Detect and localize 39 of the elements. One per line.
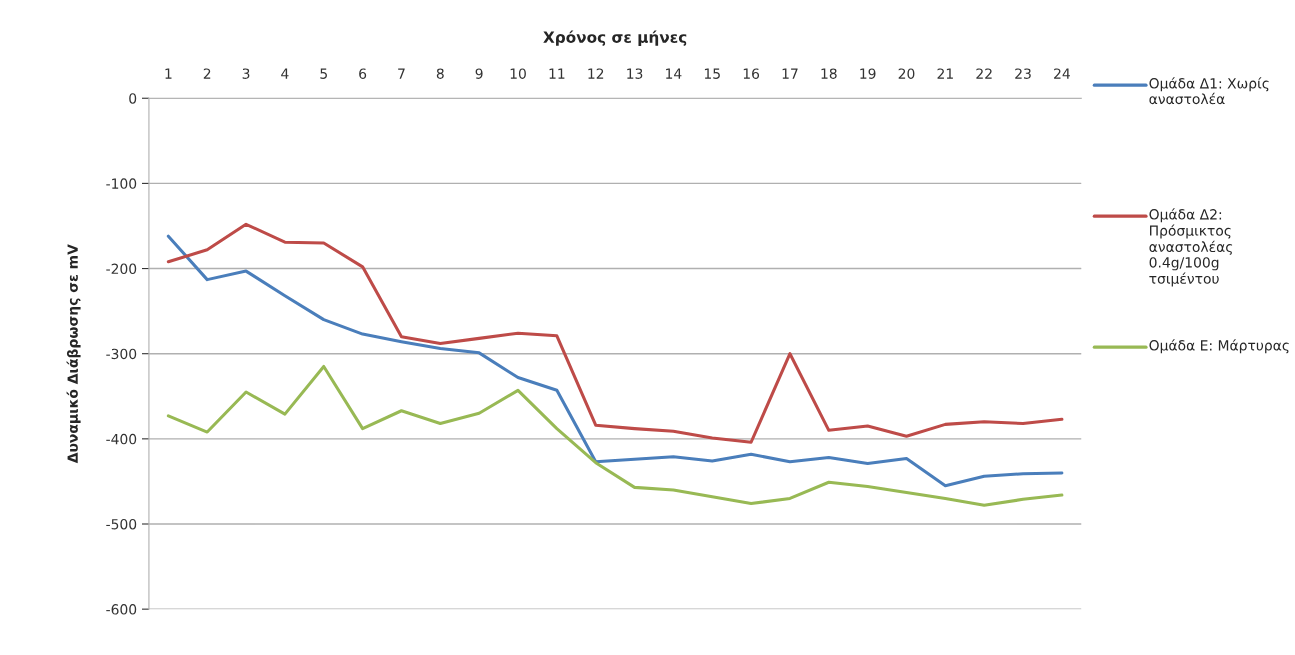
y-tick-label: -200 xyxy=(106,263,137,275)
y-tick-label: -500 xyxy=(106,518,137,530)
x-tick-label: 20 xyxy=(898,68,915,79)
x-tick-label: 16 xyxy=(743,68,760,79)
x-tick-label: 17 xyxy=(782,68,798,79)
x-tick-label: 14 xyxy=(666,68,682,79)
x-tick-label: 2 xyxy=(203,68,211,79)
y-tick-label: -600 xyxy=(106,604,137,615)
x-tick-label: 21 xyxy=(937,68,953,79)
x-tick-label: 18 xyxy=(821,68,837,79)
legend-label: Ομάδα Δ2: Πρόσμικτος αναστολέας 0.4g/100g τσιμέντου xyxy=(1149,208,1233,287)
x-tick-label: 7 xyxy=(398,68,405,79)
x-tick-label: 3 xyxy=(242,68,250,79)
x-tick-label: 23 xyxy=(1015,68,1031,79)
legend-label: Ομάδα Ε: Μάρτυρας xyxy=(1149,339,1289,354)
x-tick-label: 10 xyxy=(510,68,526,79)
x-tick-label: 13 xyxy=(627,68,643,79)
x-tick-label: 5 xyxy=(320,68,327,79)
line-series xyxy=(166,364,1064,507)
x-tick-label: 9 xyxy=(475,68,483,79)
x-tick-label: 1 xyxy=(165,68,172,79)
x-tick-label: 12 xyxy=(588,68,604,79)
y-axis-title: Δυναμικό Διάβρωσης σε mV xyxy=(66,244,81,464)
y-tick-label: -400 xyxy=(106,433,137,445)
x-tick-label: 22 xyxy=(976,68,992,79)
x-tick-label: 4 xyxy=(281,68,289,79)
chart-title: Χρόνος σε μήνες xyxy=(543,30,687,46)
x-tick-label: 6 xyxy=(359,68,367,79)
x-tick-label: 24 xyxy=(1054,68,1070,79)
y-tick-label: -300 xyxy=(106,348,137,360)
x-tick-label: 11 xyxy=(549,68,565,79)
line-series xyxy=(166,222,1064,444)
y-tick-label: 0 xyxy=(129,93,137,104)
x-tick-label: 19 xyxy=(860,68,876,79)
legend-label: Ομάδα Δ1: Χωρίς αναστολέα xyxy=(1149,77,1269,105)
x-tick-label: 15 xyxy=(704,68,720,79)
line-series xyxy=(166,234,1064,488)
y-tick-label: -100 xyxy=(106,178,137,189)
x-tick-label: 8 xyxy=(436,68,444,79)
